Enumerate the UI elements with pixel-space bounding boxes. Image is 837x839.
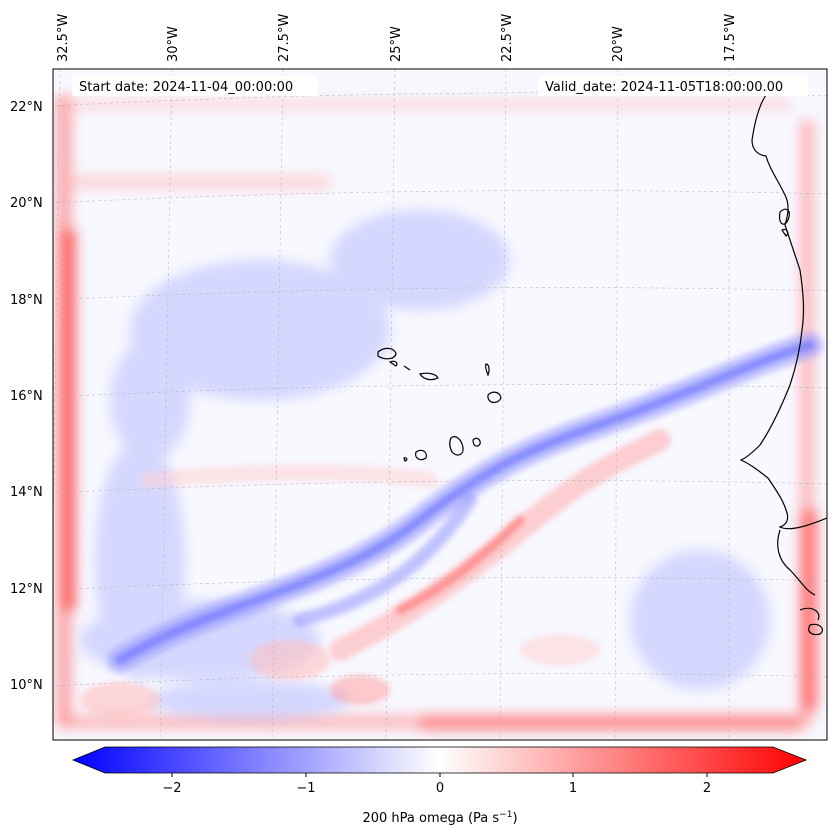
lat-label: 20°N: [10, 196, 43, 211]
lon-label: 30°W: [166, 26, 181, 62]
map-frame: [52, 68, 828, 741]
start-date-box: [72, 76, 318, 96]
bottom-cells: [80, 634, 600, 718]
africa-coastline: [739, 89, 827, 530]
lon-label: 25°W: [389, 26, 404, 62]
ascent-band: [107, 332, 823, 673]
lon-label: 22.5°W: [500, 14, 515, 62]
lat-label: 12°N: [10, 582, 43, 597]
colorbar-ticks: [171, 773, 708, 777]
colorbar: −2 −1 0 1 2 200 hPa omega (Pa s−1): [71, 746, 808, 826]
colorbar-bar: [71, 746, 808, 774]
valid-date-box: [538, 76, 808, 96]
colorbar-tick-label: 0: [436, 781, 444, 796]
latitude-labels: 22°N 20°N 18°N 16°N 14°N 12°N 10°N: [10, 100, 43, 693]
omega-field-map[interactable]: Start date: 2024-11-04_00:00:00 Valid_da…: [50, 69, 830, 740]
lat-label: 18°N: [10, 293, 43, 308]
lon-label: 20°W: [611, 26, 626, 62]
lon-label: 32.5°W: [56, 14, 71, 62]
lat-label: 16°N: [10, 389, 43, 404]
lat-label: 14°N: [10, 485, 43, 500]
colorbar-label: 200 hPa omega (Pa s−1): [362, 810, 517, 826]
lon-label: 27.5°W: [277, 14, 292, 62]
lat-label: 10°N: [10, 678, 43, 693]
colorbar-tick-label: 1: [569, 781, 577, 796]
cape-verde-islands: [377, 347, 502, 462]
subsidence-band: [142, 429, 671, 661]
coastline: [739, 89, 827, 636]
boundary-zone: [56, 95, 818, 731]
start-date-text: Start date: 2024-11-04_00:00:00: [79, 80, 293, 95]
colorbar-tick-label: −1: [296, 781, 315, 796]
lon-label: 17.5°W: [723, 14, 738, 62]
colorbar-tick-label: 2: [703, 781, 711, 796]
valid-date-text: Valid_date: 2024-11-05T18:00:00.00: [545, 80, 783, 95]
gridlines: [53, 69, 827, 740]
longitude-labels: 32.5°W 30°W 27.5°W 25°W 22.5°W 20°W 17.5…: [56, 14, 738, 62]
lat-label: 22°N: [10, 100, 43, 115]
colorbar-tick-label: −2: [162, 781, 181, 796]
